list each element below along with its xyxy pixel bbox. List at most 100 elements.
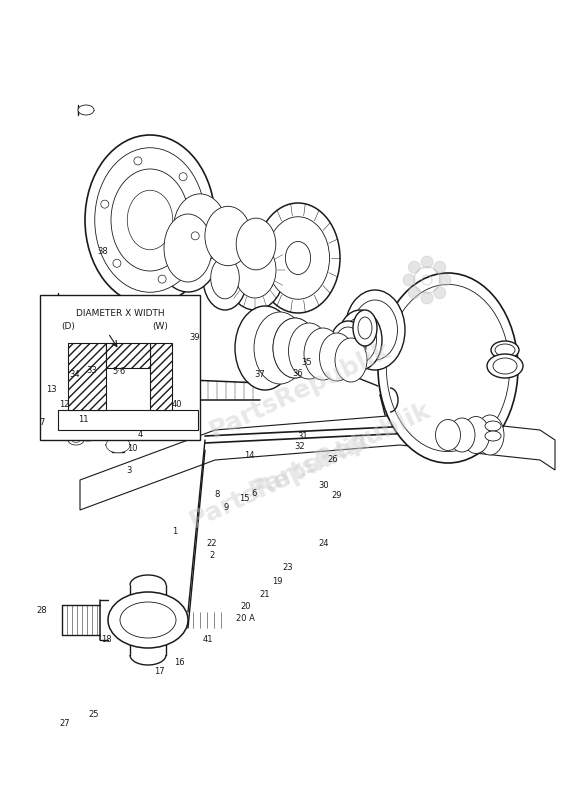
Text: 38: 38 [97,247,108,257]
Text: 20: 20 [241,602,251,611]
Ellipse shape [225,230,285,310]
Text: 2: 2 [209,551,215,561]
Ellipse shape [495,344,515,356]
Circle shape [421,292,433,304]
Ellipse shape [127,190,173,250]
Text: 30: 30 [318,481,328,490]
Ellipse shape [111,169,189,271]
Polygon shape [80,415,555,510]
Ellipse shape [173,194,227,262]
Text: 40: 40 [172,400,182,410]
Ellipse shape [203,246,247,310]
Text: 20 A: 20 A [236,614,255,623]
Ellipse shape [142,180,202,259]
Ellipse shape [156,355,200,415]
Text: 24: 24 [318,539,328,549]
Ellipse shape [319,333,354,381]
Text: PartsRepublik: PartsRepublik [206,338,394,442]
Text: 41: 41 [203,635,213,645]
Text: 39: 39 [190,333,200,342]
Circle shape [134,157,142,165]
Ellipse shape [134,377,162,413]
Text: 32: 32 [294,442,305,451]
Ellipse shape [72,438,80,442]
Ellipse shape [156,204,220,292]
Ellipse shape [493,358,517,374]
Text: 31: 31 [297,431,307,441]
Text: 15: 15 [239,494,249,503]
Ellipse shape [378,273,518,463]
Ellipse shape [353,310,377,346]
Ellipse shape [334,327,362,363]
Text: 9: 9 [223,503,229,513]
Text: 14: 14 [245,451,255,461]
Text: 36: 36 [292,369,303,378]
Circle shape [158,275,166,283]
Circle shape [179,173,187,181]
Text: 23: 23 [283,563,293,573]
Ellipse shape [285,242,311,274]
Ellipse shape [94,426,106,434]
Circle shape [439,274,451,286]
Ellipse shape [338,310,382,370]
Text: 19: 19 [272,577,282,586]
Text: (D): (D) [61,322,75,331]
Text: 28: 28 [36,606,46,615]
Ellipse shape [335,338,367,382]
Circle shape [113,259,121,267]
Ellipse shape [78,429,98,441]
Text: PartsRepublik: PartsRepublik [185,427,375,533]
Ellipse shape [211,258,240,299]
Ellipse shape [344,318,376,362]
Text: 27: 27 [60,719,70,729]
Ellipse shape [273,318,317,378]
Ellipse shape [487,354,523,378]
Text: 1: 1 [172,527,178,537]
Ellipse shape [165,367,191,403]
Text: 8: 8 [215,490,220,499]
Ellipse shape [267,217,329,299]
Ellipse shape [106,437,130,453]
Circle shape [408,262,420,274]
Text: 12: 12 [59,400,69,410]
Ellipse shape [256,203,340,313]
Ellipse shape [254,312,306,384]
Bar [40,295,200,440]
Text: PartsRepublik: PartsRepublik [245,398,434,502]
Bar [68,343,106,410]
Text: 33: 33 [86,366,98,375]
Text: 21: 21 [259,590,270,599]
Ellipse shape [140,384,157,406]
Text: (W): (W) [152,322,168,331]
Text: 16: 16 [175,658,185,667]
Text: 4: 4 [137,430,143,439]
Ellipse shape [78,105,94,115]
Circle shape [421,256,433,268]
Ellipse shape [353,300,398,360]
Ellipse shape [149,375,171,404]
Circle shape [434,286,446,298]
Ellipse shape [345,290,405,370]
Ellipse shape [88,423,112,437]
Text: 35: 35 [302,358,312,367]
Ellipse shape [491,341,519,359]
Ellipse shape [330,321,366,369]
Text: 17: 17 [155,667,165,677]
Ellipse shape [68,435,84,445]
Bar [58,410,198,430]
Bar [150,343,172,410]
Circle shape [434,262,446,274]
Text: 29: 29 [332,491,342,501]
Text: 5·6: 5·6 [112,366,125,376]
Text: 22: 22 [207,539,217,549]
Circle shape [101,200,109,208]
Ellipse shape [358,317,372,339]
Ellipse shape [120,602,176,638]
Text: DIAMETER X WIDTH: DIAMETER X WIDTH [76,309,164,318]
Text: 10: 10 [128,443,138,453]
Text: 6: 6 [251,489,257,498]
Text: 11: 11 [78,414,88,424]
Text: 34: 34 [69,370,80,379]
Text: 26: 26 [327,455,337,465]
Ellipse shape [449,418,475,452]
